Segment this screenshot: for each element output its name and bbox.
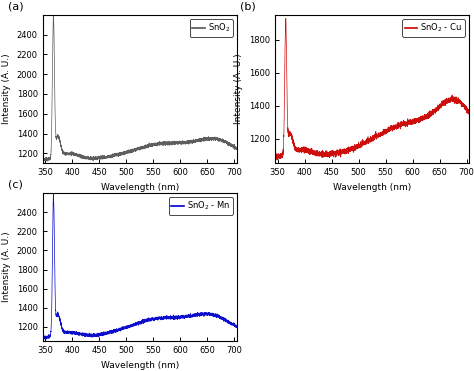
Y-axis label: Intensity (A. U.): Intensity (A. U.)	[2, 232, 11, 302]
Text: (c): (c)	[8, 180, 23, 190]
Legend: SnO$_2$: SnO$_2$	[190, 19, 233, 36]
Y-axis label: Intensity (A. U.): Intensity (A. U.)	[2, 54, 11, 124]
Text: (a): (a)	[8, 2, 23, 12]
X-axis label: Wavelength (nm): Wavelength (nm)	[100, 183, 179, 192]
Y-axis label: Intensity (A. U.): Intensity (A. U.)	[234, 54, 243, 124]
Text: (b): (b)	[240, 2, 255, 12]
X-axis label: Wavelength (nm): Wavelength (nm)	[333, 183, 411, 192]
Legend: SnO$_2$ - Mn: SnO$_2$ - Mn	[169, 197, 233, 214]
Legend: SnO$_2$ - Cu: SnO$_2$ - Cu	[402, 19, 465, 36]
X-axis label: Wavelength (nm): Wavelength (nm)	[100, 361, 179, 370]
